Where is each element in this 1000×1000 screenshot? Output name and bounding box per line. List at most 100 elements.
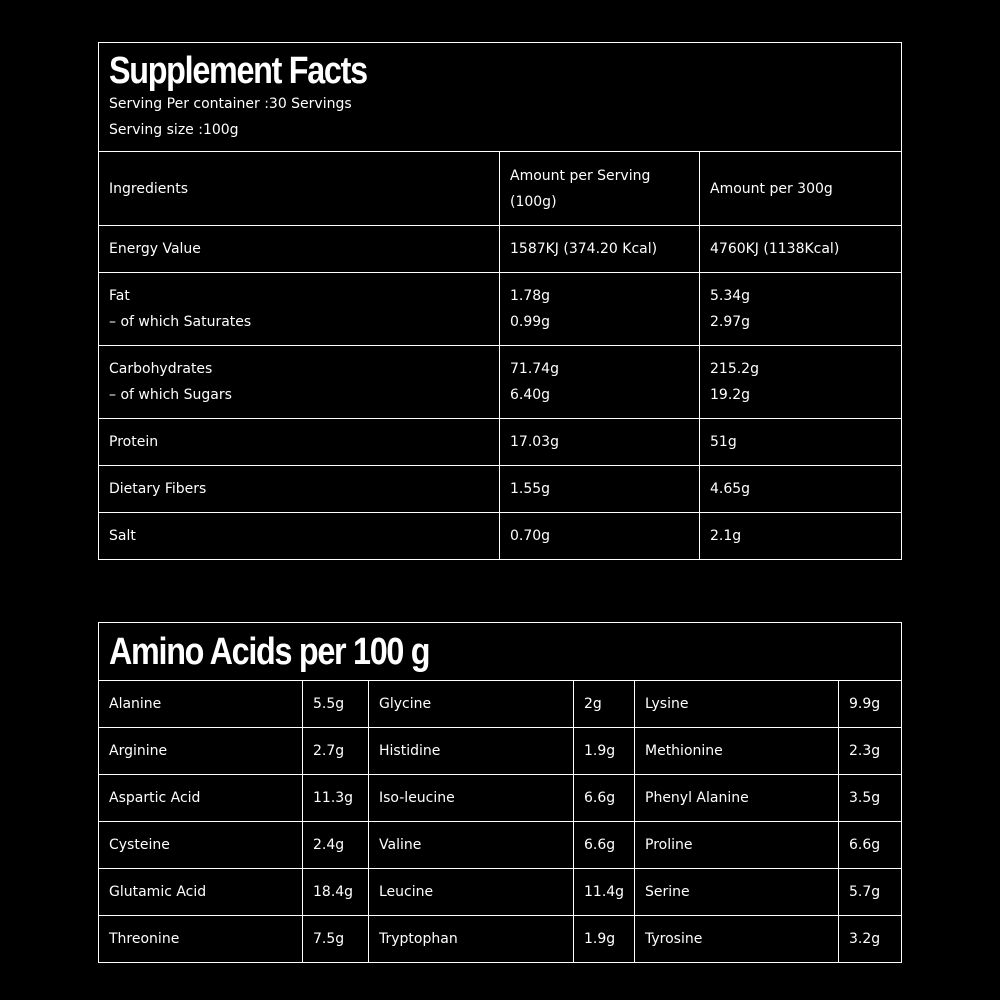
nutrient-row: Energy Value 1587KJ (374.20 Kcal) 4760KJ (… — [98, 225, 903, 273]
amino-amount: 3.2g — [837, 915, 903, 963]
amino-name: Aspartic Acid — [98, 774, 303, 822]
cell-text: 4760KJ (1138Kcal) — [710, 241, 840, 257]
cell-text: Dietary Fibers — [109, 481, 207, 497]
nutrient-row: Dietary Fibers 1.55g 4.65g — [98, 465, 903, 513]
cell-text: 17.03g — [510, 434, 559, 450]
amino-row: Arginine 2.7g Histidine 1.9g Methionine 2.3g — [98, 727, 903, 775]
amino-name: Glycine — [368, 680, 574, 728]
amino-amount: 3.5g — [837, 774, 903, 822]
amino-amount: 7.5g — [302, 915, 369, 963]
amino-name: Phenyl Alanine — [634, 774, 839, 822]
supplement-facts-table: Supplement Facts Serving Per container :… — [97, 42, 903, 560]
amino-row: Cysteine 2.4g Valine 6.6g Proline 6.6g — [98, 821, 903, 869]
cell-name: Energy Value — [98, 225, 500, 273]
cell-serving: 0.70g — [499, 512, 700, 560]
cell-text: 0.70g — [510, 528, 551, 544]
amino-name: Alanine — [98, 680, 303, 728]
amino-amount: 11.4g — [573, 868, 635, 916]
cell-text: – of which Saturates — [109, 314, 252, 330]
cell-text: Fat — [109, 288, 130, 304]
serving-size: Serving size :100g — [109, 122, 239, 138]
nutrient-row: Salt 0.70g 2.1g — [98, 512, 903, 560]
amino-title: Amino Acids per 100 g — [109, 630, 431, 673]
amino-amount: 5.7g — [837, 868, 903, 916]
amino-name: Arginine — [98, 727, 303, 775]
cell-name: Fat – of which Saturates — [98, 272, 500, 346]
cell-serving: 71.74g 6.40g — [499, 345, 700, 419]
cell-text: Protein — [109, 434, 159, 450]
cell-total: 51g — [698, 418, 903, 466]
cell-text: 1587KJ (374.20 Kcal) — [510, 241, 658, 257]
cell-name: Dietary Fibers — [98, 465, 500, 513]
cell-text: 6.40g — [510, 387, 551, 403]
cell-serving: 1.78g 0.99g — [499, 272, 700, 346]
amino-amount: 6.6g — [573, 774, 635, 822]
amino-row: Aspartic Acid 11.3g Iso-leucine 6.6g Phenyl … — [98, 774, 903, 822]
cell-text: 19.2g — [710, 387, 751, 403]
amino-name: Leucine — [368, 868, 574, 916]
amino-amount: 1.9g — [573, 915, 635, 963]
amino-name: Proline — [634, 821, 839, 869]
amino-row: Threonine 7.5g Tryptophan 1.9g Tyrosine 3.2g — [98, 915, 903, 963]
amino-amount: 6.6g — [573, 821, 635, 869]
cell-text: 51g — [710, 434, 737, 450]
cell-text: – of which Sugars — [109, 387, 232, 403]
cell-total: 5.34g 2.97g — [698, 272, 903, 346]
cell-text: 1.55g — [510, 481, 551, 497]
cell-text: 71.74g — [510, 361, 559, 377]
cell-total: 4760KJ (1138Kcal) — [698, 225, 903, 273]
cell-text: 1.78g — [510, 288, 551, 304]
amino-name: Histidine — [368, 727, 574, 775]
cell-text: 5.34g — [710, 288, 751, 304]
amino-name: Threonine — [98, 915, 303, 963]
amino-name: Serine — [634, 868, 839, 916]
amino-row: Glutamic Acid 18.4g Leucine 11.4g Serine 5.7g — [98, 868, 903, 916]
header-amount-300g: Amount per 300g — [698, 151, 903, 226]
amino-name: Tyrosine — [634, 915, 839, 963]
amino-amount: 6.6g — [837, 821, 903, 869]
cell-text: 4.65g — [710, 481, 751, 497]
cell-name: Salt — [98, 512, 500, 560]
cell-serving: 17.03g — [499, 418, 700, 466]
cell-serving: 1.55g — [499, 465, 700, 513]
cell-serving: 1587KJ (374.20 Kcal) — [499, 225, 700, 273]
nutrient-row: Carbohydrates – of which Sugars 71.74g 6.40… — [98, 345, 903, 419]
cell-text: 2.97g — [710, 314, 751, 330]
cell-text: Salt — [109, 528, 136, 544]
cell-text: 2.1g — [710, 528, 742, 544]
supplement-title: Supplement Facts — [109, 50, 368, 92]
amino-header: Amino Acids per 100 g — [97, 622, 903, 681]
amino-amount: 1.9g — [573, 727, 635, 775]
header-amount-serving: Amount per Serving (100g) — [499, 151, 700, 226]
amino-amount: 5.5g — [302, 680, 369, 728]
header-ingredients: Ingredients — [98, 151, 500, 226]
amino-acids-table: Amino Acids per 100 g Alanine 5.5g Glycine… — [97, 622, 903, 963]
cell-total: 2.1g — [698, 512, 903, 560]
supplement-header: Supplement Facts Serving Per container :… — [97, 42, 903, 152]
amino-row: Alanine 5.5g Glycine 2g Lysine 9.9g — [98, 680, 903, 728]
cell-name: Protein — [98, 418, 500, 466]
column-headers: Ingredients Amount per Serving (100g) Amo… — [98, 151, 903, 226]
amino-name: Cysteine — [98, 821, 303, 869]
amino-name: Valine — [368, 821, 574, 869]
amino-amount: 2.3g — [837, 727, 903, 775]
amino-amount: 11.3g — [302, 774, 369, 822]
amino-name: Lysine — [634, 680, 839, 728]
nutrient-row: Fat – of which Saturates 1.78g 0.99g 5.34g 2.… — [98, 272, 903, 346]
amino-name: Methionine — [634, 727, 839, 775]
amino-amount: 2.7g — [302, 727, 369, 775]
amino-name: Tryptophan — [368, 915, 574, 963]
amino-amount: 9.9g — [837, 680, 903, 728]
amino-name: Glutamic Acid — [98, 868, 303, 916]
cell-text: Energy Value — [109, 241, 201, 257]
cell-text: 215.2g — [710, 361, 759, 377]
servings-per-container: Serving Per container :30 Servings — [109, 96, 352, 112]
cell-total: 4.65g — [698, 465, 903, 513]
amino-amount: 18.4g — [302, 868, 369, 916]
cell-name: Carbohydrates – of which Sugars — [98, 345, 500, 419]
header-text: (100g) — [510, 193, 557, 210]
amino-amount: 2.4g — [302, 821, 369, 869]
amino-name: Iso-leucine — [368, 774, 574, 822]
header-text: Amount per Serving — [510, 167, 651, 184]
nutrient-row: Protein 17.03g 51g — [98, 418, 903, 466]
